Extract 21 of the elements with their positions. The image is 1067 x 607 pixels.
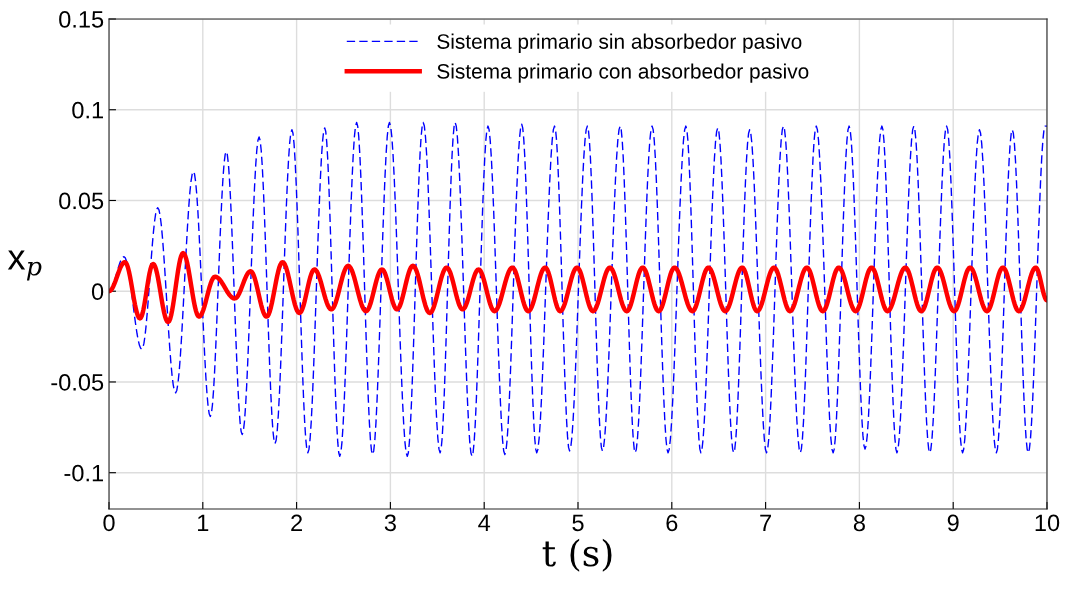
x-tick-label: 2	[291, 514, 302, 531]
x-tick-label: 8	[853, 514, 865, 532]
x-tick-label: 5	[572, 514, 584, 532]
y-tick-label: 0.05	[59, 192, 104, 210]
x-tick-label: 10	[1035, 514, 1060, 532]
x-tick-label: 1	[198, 514, 209, 531]
x-tick-label: 3	[384, 514, 396, 532]
legend-label: Sistema primario con absorbedor pasivo	[437, 63, 809, 83]
y-axis-title: x$_{p}$	[7, 250, 42, 281]
y-tick-label: 0	[91, 283, 104, 301]
y-tick-label: 0.1	[72, 101, 103, 119]
x-tick-label: 6	[666, 514, 678, 532]
legend-label: Sistema primario sin absorbedor pasivo	[437, 33, 802, 53]
x-tick-label: 7	[760, 514, 771, 531]
x-tick-label: 9	[947, 514, 959, 532]
y-tick-label: -0.1	[64, 464, 103, 482]
x-axis-title: t (s)	[542, 538, 612, 572]
x-tick-label: 4	[478, 514, 491, 531]
x-tick-label: 0	[103, 514, 115, 532]
y-tick-label: -0.05	[51, 374, 104, 391]
y-tick-label: 0.15	[59, 11, 104, 28]
